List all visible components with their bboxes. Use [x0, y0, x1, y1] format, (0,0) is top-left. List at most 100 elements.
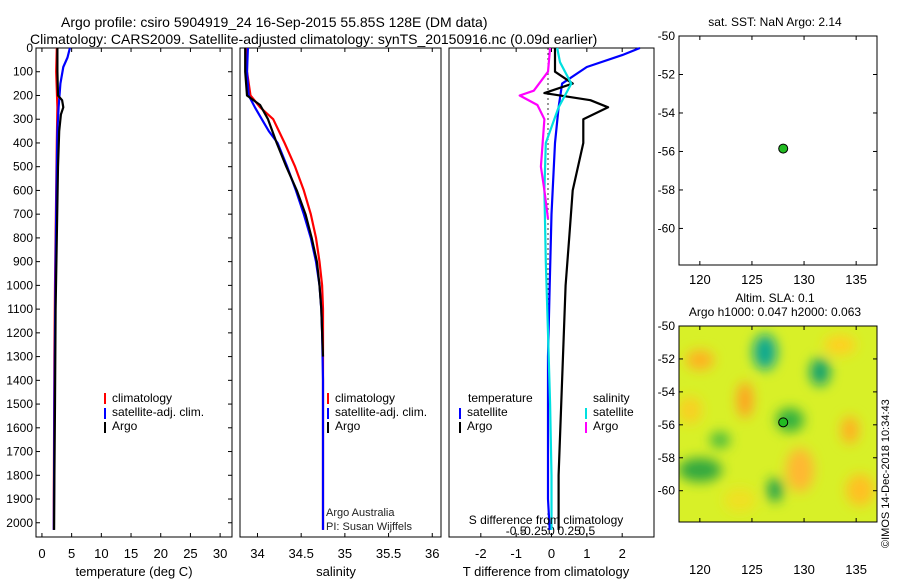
legend-title-salinity: salinity [593, 391, 630, 405]
salinity-x-ticks: 34 34.5 35 35.5 36 [250, 48, 439, 561]
y-tick-label: -60 [658, 221, 676, 235]
credit-pi: PI: Susan Wijffels [326, 521, 412, 533]
y-tick-label: 300 [13, 112, 33, 126]
x-tick-label: 1 [583, 546, 590, 561]
x-tick-label: 34 [250, 546, 264, 561]
temperature-legend: climatology satellite-adj. clim. Argo [104, 391, 204, 433]
x-tick-label: 125 [741, 562, 763, 577]
y-tick-label: 1700 [6, 445, 33, 459]
salinity-legend: climatology satellite-adj. clim. Argo [327, 391, 427, 433]
legend-swatch-t-satellite [459, 408, 461, 419]
y-tick-label: -54 [658, 385, 676, 399]
y-tick-label: 800 [13, 231, 33, 245]
argo-position-marker [778, 417, 789, 428]
y-tick-label: -60 [658, 484, 676, 498]
s-tick-label: 0.5 [579, 524, 596, 538]
s-tick-label: 0 [548, 524, 555, 538]
sst-points [778, 143, 789, 154]
x-tick-label: 36 [425, 546, 439, 561]
y-tick-label: 1300 [6, 350, 33, 364]
difference-s-ticks: -0.5-0.25 0 0.250.5 [506, 524, 596, 538]
y-tick-label: 200 [13, 88, 33, 102]
x-tick-label: 30 [213, 546, 227, 561]
y-tick-label: 1400 [6, 373, 33, 387]
legend-label-argo: Argo [112, 419, 138, 433]
legend-swatch-satellite [104, 408, 106, 419]
temperature-xlabel: temperature (deg C) [75, 564, 192, 579]
y-tick-label: 500 [13, 160, 33, 174]
y-tick-label: 700 [13, 207, 33, 221]
temperature-x-ticks: 0 5 10 15 20 25 30 [38, 48, 227, 561]
legend-label-s-satellite: satellite [593, 405, 634, 419]
legend-swatch-climatology [104, 393, 106, 404]
y-tick-label: -52 [658, 67, 676, 81]
y-tick-label: 1900 [6, 492, 33, 506]
series-line-t-argo [543, 48, 610, 530]
y-tick-label: -50 [658, 29, 676, 43]
sla-map-title: Altim. SLA: 0.1 [735, 291, 815, 305]
y-tick-label: 1200 [6, 326, 33, 340]
credit-argo-australia: Argo Australia [326, 507, 395, 519]
legend-swatch-s-satellite [585, 408, 587, 419]
y-tick-label: 900 [13, 255, 33, 269]
legend-title-temperature: temperature [468, 391, 533, 405]
legend-label-s-argo: Argo [593, 419, 619, 433]
salinity-axes [239, 47, 442, 538]
legend-swatch-satellite [327, 408, 329, 419]
x-tick-label: 34.5 [289, 546, 314, 561]
sla-points [778, 417, 789, 428]
x-tick-label: 25 [183, 546, 197, 561]
x-tick-label: 130 [793, 562, 815, 577]
sla-map-panel: Altim. SLA: 0.1 Argo h1000: 0.047 h2000:… [658, 291, 878, 577]
x-tick-label: 10 [94, 546, 108, 561]
y-tick-label: -54 [658, 106, 676, 120]
legend-label-argo: Argo [335, 419, 361, 433]
series-line-satellite-adj-clim- [245, 47, 325, 530]
y-tick-label: 1800 [6, 468, 33, 482]
s-tick-label: -0.5 [506, 524, 527, 538]
series-line-t-satellite [546, 46, 641, 530]
difference-panel: -2 -1 0 1 2 -0.5-0.25 0 0.250.5 S difference f… [448, 46, 655, 579]
difference-legend: temperature satellite Argo salinity sate… [459, 391, 634, 433]
argo-position-marker [778, 143, 789, 154]
sla-heatmap [679, 326, 877, 522]
legend-swatch-climatology [327, 393, 329, 404]
temperature-axes [35, 47, 233, 538]
x-tick-label: 35 [338, 546, 352, 561]
y-tick-label: 0 [26, 41, 33, 55]
y-tick-label: -58 [658, 183, 676, 197]
sst-map-axes [678, 35, 878, 266]
y-tick-label: -50 [658, 319, 676, 333]
x-tick-label: 130 [793, 272, 815, 287]
x-tick-label: 2 [619, 546, 626, 561]
difference-series [518, 46, 641, 530]
x-tick-label: 0 [548, 546, 555, 561]
salinity-panel: 34 34.5 35 35.5 36 salinity climatology sate… [239, 47, 442, 579]
x-tick-label: -2 [475, 546, 487, 561]
y-tick-label: 1500 [6, 397, 33, 411]
y-tick-label: 1600 [6, 421, 33, 435]
y-tick-label: 1000 [6, 278, 33, 292]
legend-swatch-argo [327, 422, 329, 433]
y-tick-label: -56 [658, 418, 676, 432]
series-line-argo [244, 48, 325, 357]
x-tick-label: 15 [124, 546, 138, 561]
legend-swatch-t-argo [459, 422, 461, 433]
sla-map-subtitle: Argo h1000: 0.047 h2000: 0.063 [689, 305, 861, 319]
title-line-1: Argo profile: csiro 5904919_24 16-Sep-20… [61, 14, 488, 30]
s-tick-label: 0.25 [557, 524, 581, 538]
x-tick-label: 35.5 [376, 546, 401, 561]
sla-y-ticks: -50 -52 -54 -56 -58 -60 [658, 319, 877, 498]
legend-swatch-argo [104, 422, 106, 433]
y-tick-label: -56 [658, 144, 676, 158]
x-tick-label: 20 [153, 546, 167, 561]
legend-swatch-s-argo [585, 422, 587, 433]
x-tick-label: 125 [741, 272, 763, 287]
legend-label-satellite: satellite-adj. clim. [112, 405, 204, 419]
sst-y-ticks: -50 -52 -54 -56 -58 -60 [658, 29, 877, 235]
x-tick-label: 5 [68, 546, 75, 561]
t-difference-xlabel: T difference from climatology [463, 564, 630, 579]
legend-label-t-argo: Argo [467, 419, 493, 433]
y-tick-label: -58 [658, 451, 676, 465]
